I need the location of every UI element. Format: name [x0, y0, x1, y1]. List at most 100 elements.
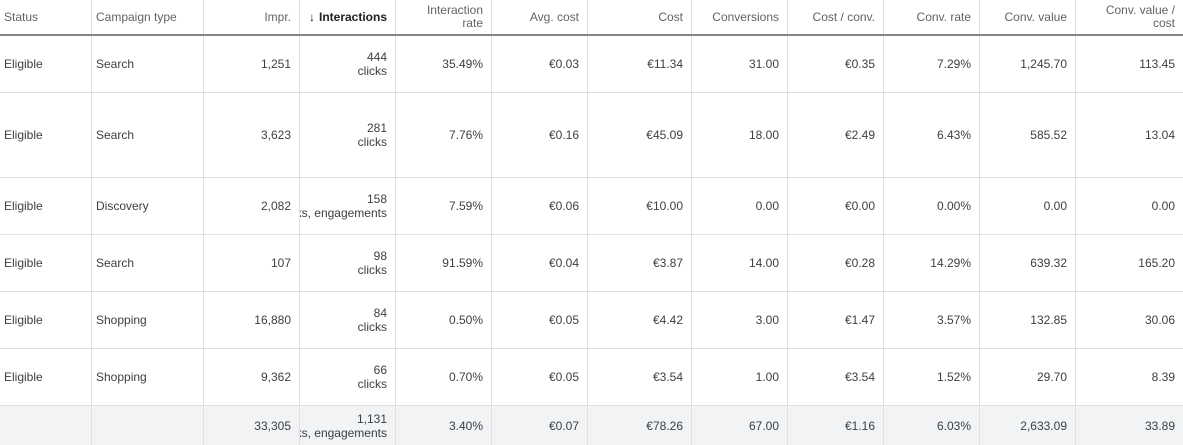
cell-conv-value: 2,633.09	[980, 406, 1076, 445]
campaign-type-value: Discovery	[96, 199, 149, 213]
cell-avg-cost: €0.04	[492, 235, 588, 291]
campaign-type-value: Search	[96, 256, 135, 270]
cell-conv-value-per-cost: 0.00	[1076, 178, 1183, 234]
cell-conversions: 1.00	[692, 349, 788, 405]
table-header: Status Campaign type Impr. ↓ Interactions Int…	[0, 0, 1183, 36]
cell-status: Eligible	[0, 349, 92, 405]
cell-conv-value-per-cost: 30.06	[1076, 292, 1183, 348]
interactions-value: 281	[366, 121, 387, 135]
column-header-conv-rate[interactable]: Conv. rate	[884, 0, 980, 34]
cell-interaction-rate: 0.50%	[396, 292, 492, 348]
cell-cost: €78.26	[588, 406, 692, 445]
conversions-value: 31.00	[748, 57, 779, 71]
cell-interactions: 84 clicks	[300, 292, 396, 348]
campaign-type-value: Shopping	[96, 313, 147, 327]
column-header-interaction-rate[interactable]: Interaction rate	[396, 0, 492, 34]
cell-interactions: 444 clicks	[300, 36, 396, 92]
cell-cost: €11.34	[588, 36, 692, 92]
cell-cost-per-conv: €3.54	[788, 349, 884, 405]
column-header-label: Interactions	[318, 9, 387, 24]
column-header-label: Conversions	[712, 9, 779, 24]
column-header-impressions[interactable]: Impr.	[204, 0, 300, 34]
cell-status	[0, 406, 92, 445]
campaign-type-value: Shopping	[96, 370, 147, 384]
status-value: Eligible	[4, 313, 43, 327]
cell-status: Eligible	[0, 93, 92, 177]
column-header-conversions[interactable]: Conversions	[692, 0, 788, 34]
cell-cost-per-conv: €1.47	[788, 292, 884, 348]
cell-impressions: 2,082	[204, 178, 300, 234]
cell-conv-rate: 6.03%	[884, 406, 980, 445]
cell-interaction-rate: 0.70%	[396, 349, 492, 405]
cell-status: Eligible	[0, 235, 92, 291]
cell-conv-value: 29.70	[980, 349, 1076, 405]
avg-cost-value: €0.05	[548, 370, 579, 384]
status-value: Eligible	[4, 199, 43, 213]
cell-cost-per-conv: €1.16	[788, 406, 884, 445]
column-header-status[interactable]: Status	[0, 0, 92, 34]
impressions-value: 33,305	[254, 418, 291, 433]
cell-conv-rate: 6.43%	[884, 93, 980, 177]
cell-campaign-type: Search	[92, 235, 204, 291]
cell-conv-value-per-cost: 8.39	[1076, 349, 1183, 405]
cell-conv-value: 585.52	[980, 93, 1076, 177]
cell-cost: €3.87	[588, 235, 692, 291]
cell-avg-cost: €0.05	[492, 349, 588, 405]
table-row[interactable]: Eligible Search 1,251 444 clicks 35.49% €0.03 €…	[0, 36, 1183, 93]
column-header-avg-cost[interactable]: Avg. cost	[492, 0, 588, 34]
cost-value: €11.34	[647, 57, 683, 71]
impressions-value: 3,623	[260, 128, 291, 142]
conv-rate-value: 0.00%	[936, 199, 971, 213]
column-header-interactions[interactable]: ↓ Interactions	[300, 0, 396, 34]
cell-conv-value-per-cost: 113.45	[1076, 36, 1183, 92]
cell-conversions: 31.00	[692, 36, 788, 92]
table-row[interactable]: Eligible Shopping 16,880 84 clicks 0.50% €0.05…	[0, 292, 1183, 349]
cell-interactions: 66 clicks	[300, 349, 396, 405]
cell-conv-value-per-cost: 165.20	[1076, 235, 1183, 291]
total-row[interactable]: 33,305 1,131clicks, engagements 3.40% €0.07…	[0, 406, 1183, 445]
cost-per-conv-value: €0.35	[844, 57, 875, 71]
cell-conv-rate: 0.00%	[884, 178, 980, 234]
conv-value-per-cost-value: 30.06	[1144, 313, 1175, 327]
column-header-label: Conv. rate	[916, 9, 971, 24]
cell-conversions: 67.00	[692, 406, 788, 445]
cost-per-conv-value: €0.00	[844, 199, 875, 213]
column-header-campaign-type[interactable]: Campaign type	[92, 0, 204, 34]
table-row[interactable]: Eligible Search 107 98 clicks 91.59% €0.04 €3.8…	[0, 235, 1183, 292]
table-row[interactable]: Eligible Discovery 2,082 158clicks, engagem…	[0, 178, 1183, 235]
cost-value: €3.87	[652, 256, 683, 270]
status-value: Eligible	[4, 57, 43, 71]
cell-cost: €10.00	[588, 178, 692, 234]
conv-value-value: 2,633.09	[1020, 418, 1067, 433]
cell-impressions: 3,623	[204, 93, 300, 177]
conversions-value: 18.00	[748, 128, 779, 142]
column-header-cost[interactable]: Cost	[588, 0, 692, 34]
impressions-value: 1,251	[260, 57, 291, 71]
column-header-label: Status	[4, 9, 39, 24]
interactions-value: 444	[366, 50, 387, 64]
cell-conv-value: 132.85	[980, 292, 1076, 348]
column-header-conv-value[interactable]: Conv. value	[980, 0, 1076, 34]
cell-avg-cost: €0.16	[492, 93, 588, 177]
cell-conv-rate: 3.57%	[884, 292, 980, 348]
conv-value-per-cost-value: 13.04	[1144, 128, 1175, 142]
avg-cost-value: €0.05	[548, 313, 579, 327]
cell-campaign-type: Shopping	[92, 292, 204, 348]
conv-value-value: 29.70	[1036, 370, 1067, 384]
cell-cost-per-conv: €0.35	[788, 36, 884, 92]
cost-value: €78.26	[646, 418, 683, 433]
avg-cost-value: €0.06	[548, 199, 579, 213]
cost-value: €4.42	[652, 313, 683, 327]
column-header-cost-per-conv[interactable]: Cost / conv.	[788, 0, 884, 34]
cell-conv-value: 639.32	[980, 235, 1076, 291]
cell-avg-cost: €0.06	[492, 178, 588, 234]
impressions-value: 9,362	[260, 370, 291, 384]
interactions-value: 1,131	[356, 411, 387, 426]
cell-impressions: 33,305	[204, 406, 300, 445]
table-row[interactable]: Eligible Shopping 9,362 66 clicks 0.70% €0.05 €…	[0, 349, 1183, 406]
arrow-down-icon[interactable]: ↓	[308, 9, 315, 24]
column-header-conv-value-per-cost[interactable]: Conv. value / cost	[1076, 0, 1183, 34]
table-row[interactable]: Eligible Search 3,623 281 clicks 7.76% €0.16 €4…	[0, 93, 1183, 178]
interactions-unit: clicks	[357, 64, 387, 78]
